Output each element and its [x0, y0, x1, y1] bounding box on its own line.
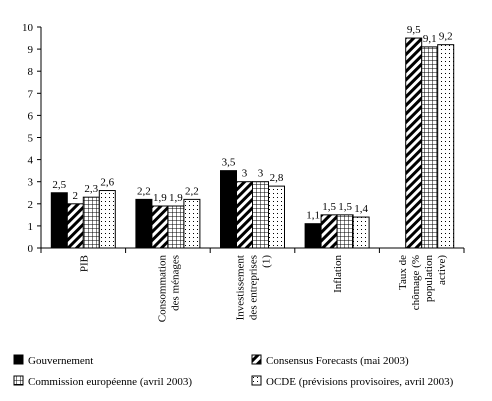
bar: [167, 205, 185, 249]
data-label: 1,5: [322, 201, 336, 213]
category-label-line: des ménages: [169, 255, 181, 311]
data-label: 3: [258, 168, 264, 180]
category-label-line: Inflation: [332, 255, 344, 293]
data-label: 2: [73, 190, 79, 202]
bar: [50, 192, 68, 249]
y-tick-label: 5: [28, 133, 34, 145]
y-tick-label: 4: [28, 155, 34, 167]
data-label: 2,5: [52, 179, 66, 191]
data-label: 3: [242, 168, 248, 180]
data-label: 1,4: [354, 203, 368, 215]
bar: [220, 170, 237, 249]
category-label-line: chômage (%: [410, 255, 422, 310]
legend: Gouvernement Consensus Forecasts (mai 200…: [13, 354, 454, 388]
data-label: 3,5: [222, 157, 236, 169]
legend-swatch: [13, 375, 24, 386]
bar: [421, 46, 439, 249]
category-labels: PIB Consommationdes ménages Investissement…: [78, 255, 448, 323]
y-tick-label: 3: [28, 177, 34, 189]
bar: [252, 181, 269, 249]
data-label: 2,2: [137, 185, 151, 197]
legend-label: Consensus Forecasts (mai 2003): [266, 355, 409, 367]
x-axis: [40, 247, 465, 253]
legend-label: Gouvernement: [28, 355, 93, 367]
data-label: 1,1: [306, 210, 320, 222]
bar: [236, 181, 253, 249]
category-label-line: (1): [261, 255, 273, 268]
category-label-line: Consommation: [156, 255, 168, 323]
bar: [320, 214, 338, 249]
category-label: Inflation: [332, 255, 344, 293]
data-label: 9,2: [439, 31, 453, 43]
legend-swatch: [13, 354, 24, 365]
legend-swatch: [251, 375, 262, 386]
bar: [352, 216, 370, 249]
category-label-line: des entreprises: [248, 255, 260, 320]
data-label: 2,6: [100, 177, 114, 189]
legend-label: Commission européenne (avril 2003): [28, 376, 192, 388]
y-tick-label: 0: [28, 243, 34, 255]
legend-swatch: [251, 354, 262, 365]
data-label: 2,8: [270, 172, 284, 184]
bar: [183, 198, 201, 249]
data-label: 2,2: [185, 185, 199, 197]
bar: [98, 190, 116, 249]
bar: [151, 205, 169, 249]
y-tick-label: 10: [22, 22, 34, 34]
y-tick-label: 9: [28, 44, 34, 56]
data-label: 1,5: [338, 201, 352, 213]
category-label: PIB: [78, 255, 90, 272]
legend-label: OCDE (prévisions provisoires, avril 2003…: [266, 376, 454, 388]
y-tick-label: 8: [28, 66, 34, 78]
bar: [405, 37, 423, 249]
data-label: 9,1: [423, 33, 437, 45]
data-label: 2,3: [84, 183, 98, 195]
category-label-line: population: [423, 255, 435, 303]
y-tick-label: 1: [28, 221, 34, 233]
bars: [50, 37, 455, 249]
bar: [304, 223, 322, 249]
category-label-line: active): [436, 255, 448, 285]
data-label: 1,9: [169, 192, 183, 204]
bar: [66, 203, 84, 249]
bar: [437, 44, 455, 249]
category-label: Consommationdes ménages: [156, 255, 181, 323]
bar: [135, 198, 153, 249]
y-tick-label: 7: [28, 88, 34, 100]
data-label: 9,5: [407, 24, 421, 36]
bar: [82, 196, 100, 249]
value-labels: 2,522,32,62,21,9 1,92,23,53 3 2,81,11,5 1,5 1…: [52, 24, 452, 222]
bar: [268, 185, 285, 249]
category-label-line: Taux de: [397, 255, 409, 290]
data-label: 1,9: [153, 192, 167, 204]
category-label-line: Investissement: [235, 255, 247, 320]
y-tick-label: 6: [28, 110, 34, 122]
category-label: Investissementdes entreprises(1): [235, 255, 273, 321]
category-label-line: PIB: [78, 255, 90, 272]
y-tick-label: 2: [28, 199, 34, 211]
y-axis: 0 1 2 3 4 5 6 7 8 9 10: [22, 22, 42, 255]
category-label: Taux dechômage (%populationactive): [397, 255, 448, 311]
bar: [336, 214, 354, 249]
